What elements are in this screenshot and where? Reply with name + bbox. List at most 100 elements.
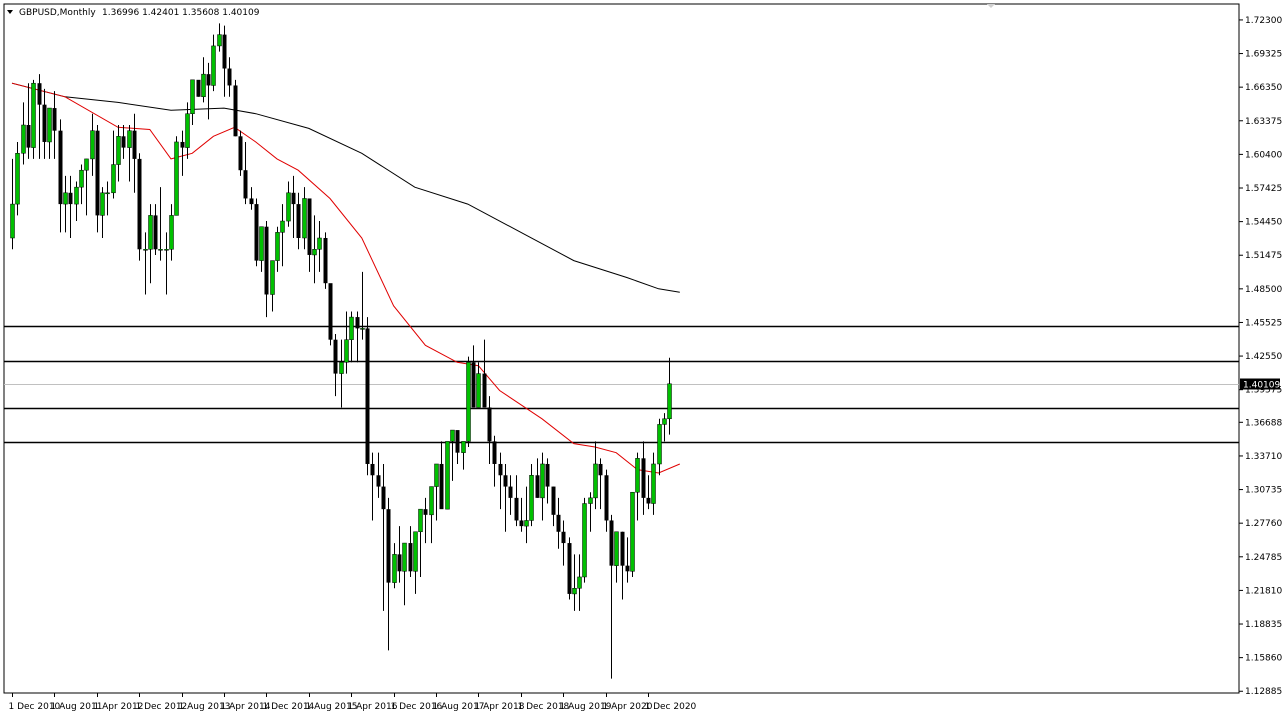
candle: [461, 441, 466, 470]
bull-candle-body: [116, 136, 121, 165]
candle: [466, 356, 471, 448]
candle: [434, 463, 439, 521]
candle: [582, 497, 587, 583]
candle: [450, 429, 455, 481]
candle: [227, 57, 232, 97]
candle: [376, 452, 381, 498]
bear-candle-body: [545, 463, 550, 487]
bear-candle-body: [397, 554, 402, 572]
bear-candle-body: [514, 497, 519, 521]
bear-candle-body: [233, 85, 238, 137]
candle: [121, 125, 126, 159]
candle: [307, 198, 312, 272]
candle: [572, 554, 577, 611]
bull-candle-body: [217, 34, 222, 47]
bull-candle-body: [529, 475, 534, 521]
candle: [68, 175, 73, 238]
bull-candle-body: [635, 458, 640, 493]
candle: [180, 130, 185, 176]
bull-candle-body: [445, 441, 450, 510]
price-tick-label: 1.69325: [1245, 50, 1282, 60]
candle: [37, 74, 42, 159]
bull-candle-body: [651, 463, 656, 504]
price-tick-label: 1.30735: [1245, 486, 1282, 496]
ohlc-values: 1.36996 1.42401 1.35608 1.40109: [102, 8, 260, 18]
bear-candle-body: [196, 79, 201, 97]
candle: [58, 119, 63, 233]
bull-candle-body: [476, 373, 481, 408]
time-tick-label: 1 Aug 2017: [433, 702, 485, 712]
candle: [196, 79, 201, 97]
ma-slow-line: [11, 82, 680, 293]
bull-candle-body: [466, 362, 471, 442]
bear-candle-body: [68, 192, 73, 205]
candle: [31, 79, 36, 159]
price-tick-label: 1.15860: [1245, 654, 1282, 664]
time-tick-label: 1 Apr 2012: [94, 702, 144, 712]
candle: [280, 204, 285, 267]
bull-candle-body: [349, 316, 354, 340]
candle: [498, 452, 503, 510]
candle: [471, 345, 476, 408]
bull-candle-body: [280, 220, 285, 233]
candle: [535, 458, 540, 498]
bear-candle-body: [42, 104, 47, 142]
candle: [397, 526, 402, 583]
bear-candle-body: [625, 565, 630, 572]
time-tick-label: 1 Dec 2010: [9, 702, 61, 712]
bull-candle-body: [434, 463, 439, 487]
candle: [174, 136, 179, 216]
shift-marker-icon[interactable]: [987, 4, 995, 8]
bull-candle-body: [47, 107, 52, 143]
bear-candle-body: [423, 509, 428, 515]
current-price-label: 1.40109: [1243, 381, 1280, 391]
price-tick-label: 1.24785: [1245, 553, 1282, 563]
bear-candle-body: [508, 486, 513, 498]
candle: [63, 175, 68, 233]
candle: [116, 125, 121, 182]
time-tick-label: 1 Apr 2014: [221, 702, 271, 712]
bear-candle-body: [381, 486, 386, 510]
bull-candle-body: [190, 79, 195, 114]
candle: [392, 543, 397, 589]
bull-candle-body: [169, 215, 174, 250]
candle: [217, 23, 222, 52]
bear-candle-body: [556, 514, 561, 532]
bull-candle-body: [164, 249, 169, 251]
bull-candle-body: [259, 226, 264, 261]
bear-candle-body: [333, 339, 338, 374]
symbol-menu-triangle-icon[interactable]: [7, 10, 13, 14]
bull-candle-body: [339, 362, 344, 374]
bear-candle-body: [95, 130, 100, 216]
candle: [514, 475, 519, 527]
candle: [148, 204, 153, 284]
candle: [413, 531, 418, 594]
bull-candle-body: [10, 203, 15, 239]
candles: [10, 23, 672, 679]
bull-candle-body: [392, 554, 397, 583]
candle: [577, 554, 582, 611]
bear-candle-body: [408, 543, 413, 572]
bear-candle-body: [153, 215, 158, 250]
bull-candle-body: [450, 429, 455, 442]
candle: [317, 221, 322, 272]
candle: [169, 204, 174, 261]
bear-candle-body: [487, 407, 492, 442]
candle: [630, 491, 635, 577]
candle: [381, 463, 386, 611]
bull-candle-body: [201, 73, 206, 98]
bull-candle-body: [90, 130, 95, 160]
candle: [455, 430, 460, 464]
symbol-title: GBPUSD,Monthly: [19, 8, 96, 18]
bear-candle-body: [355, 317, 360, 329]
candle: [604, 469, 609, 532]
time-tick-label: 1 Apr 2018: [475, 702, 525, 712]
bear-candle-body: [249, 198, 254, 205]
candle: [26, 83, 31, 159]
bull-candle-body: [111, 164, 116, 194]
candle: [641, 441, 646, 515]
candle: [259, 226, 264, 272]
